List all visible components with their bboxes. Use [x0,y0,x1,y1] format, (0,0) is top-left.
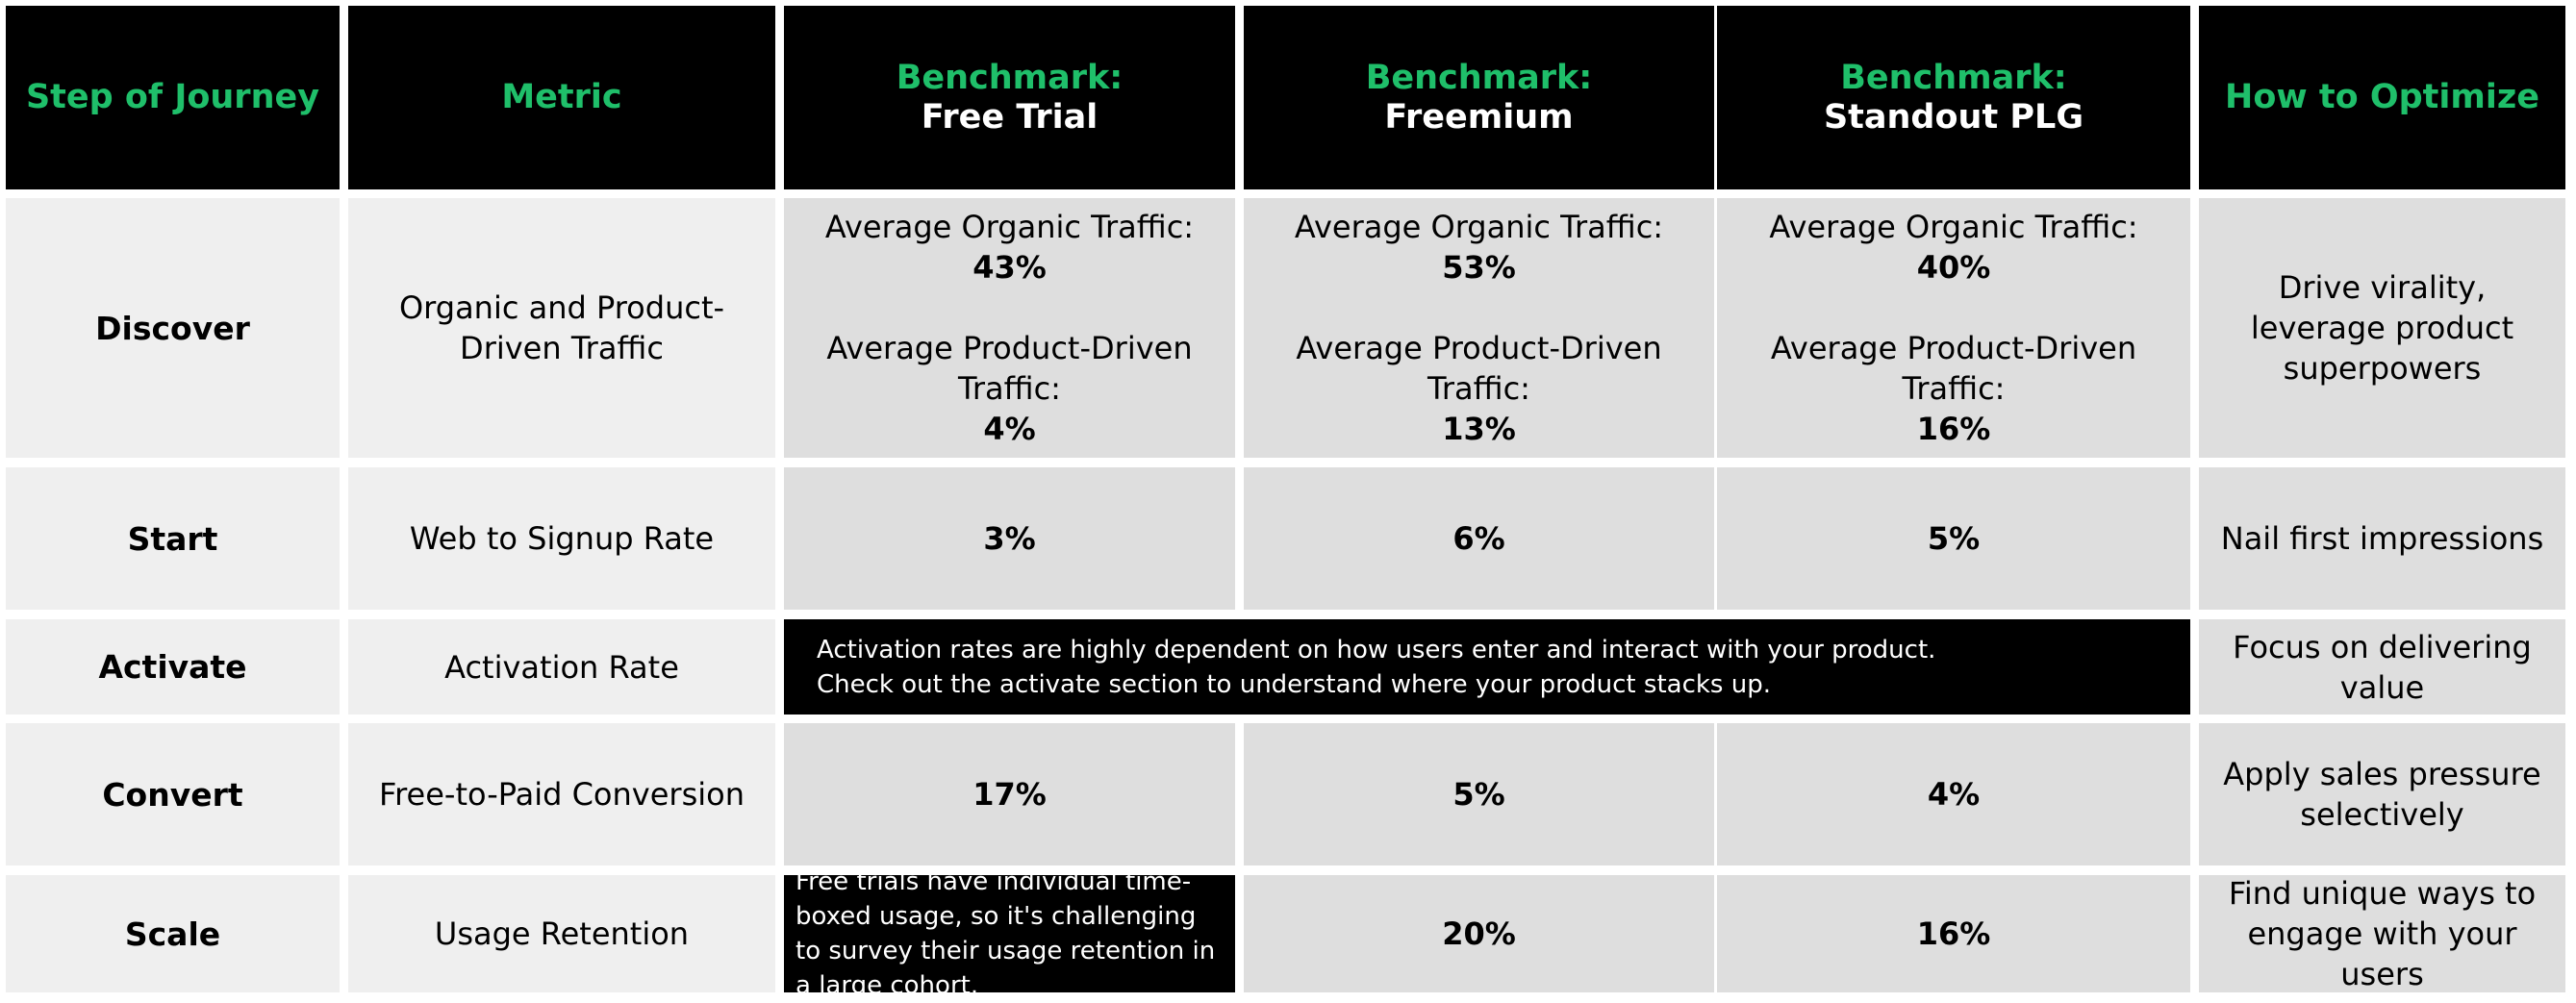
scale-standout-value: 16% [1916,915,1991,952]
step-discover: Discover [6,198,340,458]
convert-free-trial-value: 17% [972,776,1047,813]
discover-free-trial-product-value: 4% [983,411,1036,447]
header-benchmark-standout-plg: Benchmark: Standout PLG [1717,6,2190,189]
convert-standout: 4% [1717,723,2190,865]
metric-activate: Activation Rate [348,619,775,715]
step-scale-label: Scale [124,915,221,953]
optimize-discover: Drive virality, leverage product superpo… [2199,198,2565,458]
activate-note-line2: Check out the activate section to unders… [817,669,1771,699]
convert-freemium: 5% [1244,723,1714,865]
convert-standout-value: 4% [1927,776,1981,813]
header-freemium-line2: Freemium [1384,97,1574,137]
metric-discover-label: Organic and Product-Driven Traffic [398,289,725,366]
discover-free-trial-organic-label: Average Organic Traffic: [824,209,1195,245]
scale-freemium: 20% [1244,875,1714,992]
discover-standout-product-value: 16% [1916,411,1991,447]
header-step-of-journey: Step of Journey [6,6,340,189]
start-free-trial-value: 3% [983,520,1036,557]
start-standout-value: 5% [1927,520,1981,557]
optimize-convert: Apply sales pressure selectively [2199,723,2565,865]
metric-activate-label: Activation Rate [444,648,679,686]
step-activate-label: Activate [98,648,247,686]
step-start-label: Start [127,519,218,558]
convert-freemium-value: 5% [1452,776,1505,813]
optimize-convert-label: Apply sales pressure selectively [2223,756,2541,833]
optimize-scale: Find unique ways to engage with your use… [2199,875,2565,992]
step-start: Start [6,467,340,610]
start-freemium: 6% [1244,467,1714,610]
discover-standout-product-label: Average Product-Driven Traffic: [1770,330,2137,407]
header-standout-line2: Standout PLG [1823,97,2084,137]
metric-start: Web to Signup Rate [348,467,775,610]
metric-scale-label: Usage Retention [434,915,690,952]
optimize-scale-label: Find unique ways to engage with your use… [2228,875,2537,992]
activate-note-line1: Activation rates are highly dependent on… [817,635,1936,664]
header-how-to-optimize: How to Optimize [2199,6,2565,189]
metric-convert: Free-to-Paid Conversion [348,723,775,865]
start-freemium-value: 6% [1452,520,1505,557]
discover-freemium-product-label: Average Product-Driven Traffic: [1296,330,1662,407]
optimize-start-label: Nail first impressions [2220,520,2544,557]
header-benchmark-freemium: Benchmark: Freemium [1244,6,1714,189]
discover-standout-organic-label: Average Organic Traffic: [1769,209,2138,245]
discover-standout-organic-value: 40% [1916,249,1991,286]
optimize-activate: Focus on delivering value [2199,619,2565,715]
start-free-trial: 3% [784,467,1235,610]
metric-start-label: Web to Signup Rate [409,520,715,557]
discover-freemium-organic-value: 53% [1442,249,1516,286]
discover-free-trial: Average Organic Traffic: 43% Average Pro… [784,198,1235,458]
step-discover-label: Discover [95,309,250,347]
metric-convert-label: Free-to-Paid Conversion [379,776,745,813]
discover-freemium-organic-label: Average Organic Traffic: [1294,209,1664,245]
scale-freemium-value: 20% [1442,915,1516,952]
header-benchmark-free-trial: Benchmark: Free Trial [784,6,1235,189]
activate-note: Activation rates are highly dependent on… [784,619,2190,715]
header-step-label: Step of Journey [25,78,320,116]
header-metric: Metric [348,6,775,189]
step-activate: Activate [6,619,340,715]
step-scale: Scale [6,875,340,992]
scale-standout: 16% [1717,875,2190,992]
discover-freemium: Average Organic Traffic: 53% Average Pro… [1244,198,1714,458]
discover-freemium-product-value: 13% [1442,411,1516,447]
discover-free-trial-organic-value: 43% [972,249,1047,286]
header-free-trial-line2: Free Trial [921,97,1099,137]
scale-free-trial-note-text: Free trials have individual time-boxed u… [796,867,1216,1000]
optimize-start: Nail first impressions [2199,467,2565,610]
metric-discover: Organic and Product-Driven Traffic [348,198,775,458]
optimize-activate-label: Focus on delivering value [2233,628,2532,706]
scale-free-trial-note: Free trials have individual time-boxed u… [784,867,1235,1000]
discover-free-trial-product-label: Average Product-Driven Traffic: [826,330,1193,407]
header-freemium-line1: Benchmark: [1365,58,1593,97]
optimize-discover-label: Drive virality, leverage product superpo… [2250,269,2514,387]
metric-scale: Usage Retention [348,875,775,992]
step-convert-label: Convert [102,775,243,814]
header-optimize-label: How to Optimize [2225,78,2539,116]
header-free-trial-line1: Benchmark: [896,58,1124,97]
convert-free-trial: 17% [784,723,1235,865]
discover-standout: Average Organic Traffic: 40% Average Pro… [1717,198,2190,458]
start-standout: 5% [1717,467,2190,610]
header-metric-label: Metric [501,78,622,116]
header-standout-line1: Benchmark: [1840,58,2067,97]
step-convert: Convert [6,723,340,865]
